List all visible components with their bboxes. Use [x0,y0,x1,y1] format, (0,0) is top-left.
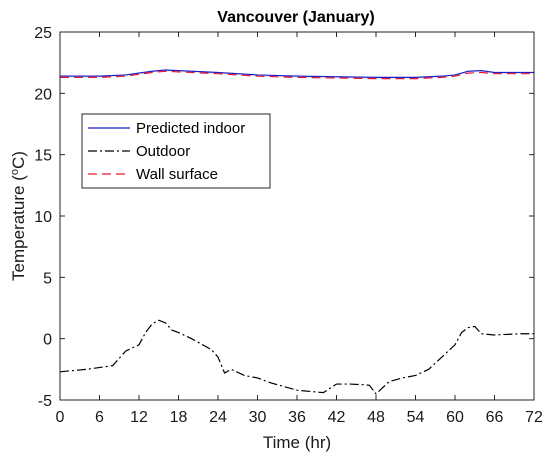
x-tick-label: 12 [130,409,148,426]
series-line-wall-surface [60,70,534,80]
x-axis-ticks: 0 6 12 18 24 30 36 42 48 54 60 66 72 [56,32,543,426]
legend: Predicted indoor Outdoor Wall surface [81,113,271,189]
legend-label-outdoor: Outdoor [136,143,190,160]
x-tick-label: 6 [95,409,104,426]
y-axis-label-unit: C) [9,151,28,169]
series-layer [59,69,534,395]
y-axis-label: Temperature (oC) [9,151,28,281]
y-tick-label: 0 [43,332,52,349]
y-tick-label: 25 [34,25,52,42]
y-axis-label-degree: o [9,169,21,175]
y-tick-label: 15 [34,148,52,165]
series-line-outdoor [59,319,534,395]
x-tick-label: 30 [249,409,267,426]
y-tick-label: -5 [38,393,52,410]
x-tick-label: 72 [525,409,543,426]
x-tick-label: 24 [209,409,227,426]
x-tick-label: 36 [288,409,306,426]
plot-area [60,32,534,400]
series-line-predicted-indoor [60,69,534,78]
x-tick-label: 60 [446,409,464,426]
x-tick-label: 66 [486,409,504,426]
x-tick-label: 54 [407,409,425,426]
y-axis-label-main: Temperature ( [9,175,28,281]
x-tick-label: 42 [328,409,346,426]
y-tick-label: 10 [34,209,52,226]
x-axis-label: Time (hr) [263,433,331,452]
x-tick-label: 18 [170,409,188,426]
x-tick-label: 48 [367,409,385,426]
legend-label-predicted-indoor: Predicted indoor [136,120,245,137]
chart-title: Vancouver (January) [217,9,374,26]
y-axis-ticks: -5 0 5 10 15 20 25 [34,25,534,410]
y-tick-label: 5 [43,270,52,287]
x-tick-label: 0 [56,409,65,426]
legend-label-wall-surface: Wall surface [136,166,218,183]
y-tick-label: 20 [34,86,52,103]
